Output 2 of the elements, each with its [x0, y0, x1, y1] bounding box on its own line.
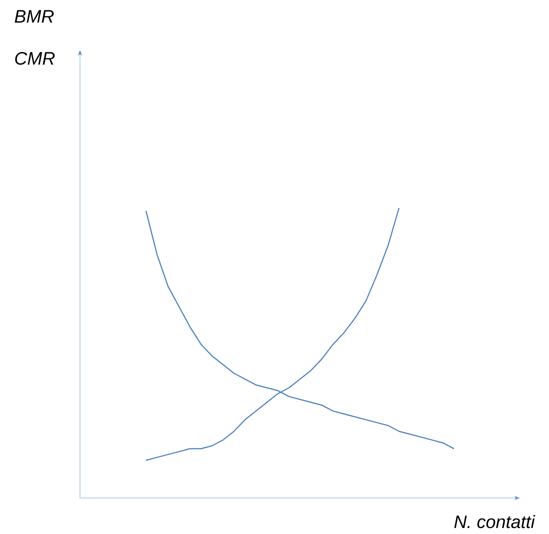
x-axis-title: N. contatti	[454, 514, 536, 528]
text: BMR CMR	[14, 10, 55, 65]
